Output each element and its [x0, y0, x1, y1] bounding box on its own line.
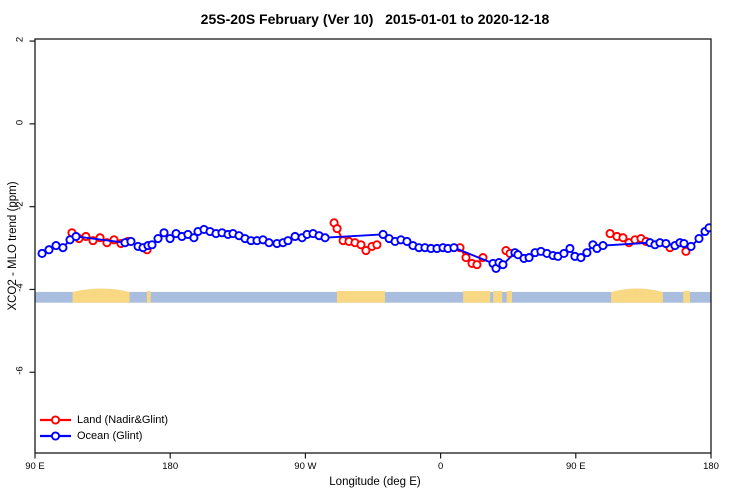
data-series — [37, 218, 711, 273]
plot-box — [34, 38, 712, 454]
legend-label-ocean: Ocean (Glint) — [77, 430, 143, 442]
x-tick-label: 180 — [162, 461, 179, 472]
y-tick-label: -4 — [14, 283, 26, 293]
x-tick-label: 180 — [703, 461, 719, 472]
land-series-segment — [329, 218, 382, 256]
legend-markers — [40, 415, 71, 441]
x-tick-label: 0 — [437, 461, 444, 472]
y-tick-label: -2 — [14, 200, 26, 210]
y-tick-label: 2 — [14, 36, 26, 43]
x-tick-label: 90 E — [566, 461, 586, 472]
y-axis-label: XCO2 - MLO trend (ppm) — [7, 181, 19, 311]
coastline-band — [35, 288, 711, 303]
land-series-segment — [681, 246, 691, 256]
x-tick-label: 90 W — [294, 461, 317, 472]
ocean-series — [37, 223, 711, 273]
y-tick-label: 0 — [14, 119, 26, 126]
land-series-segment — [605, 229, 651, 248]
y-tick-label: -6 — [14, 366, 26, 375]
land-series-segment — [455, 243, 488, 270]
x-axis-label: Longitude (deg E) — [329, 476, 421, 488]
legend-label-land: Land (Nadir&Glint) — [77, 414, 169, 426]
axis-tick-marks — [29, 40, 712, 459]
chart-title: 25S-20S February (Ver 10) 2015-01-01 to … — [200, 11, 550, 27]
x-tick-label: 90 E — [25, 461, 45, 472]
